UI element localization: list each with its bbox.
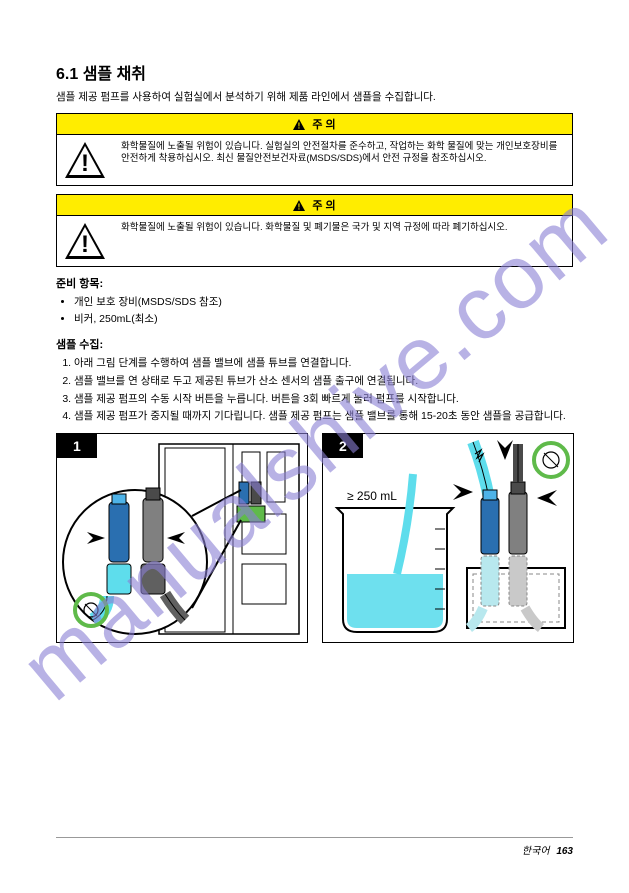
alert-triangle-icon: ! <box>293 119 305 130</box>
warning-label: 주 의 <box>312 200 335 212</box>
prep-heading: 준비 항목: <box>56 275 573 291</box>
warning-text: 화학물질에 노출될 위험이 있습니다. 화학물질 및 폐기물은 국가 및 지역 … <box>113 216 572 266</box>
svg-text:!: ! <box>298 122 301 131</box>
warning-icon-cell: ! <box>57 135 113 185</box>
figure-label: 1 <box>57 434 97 458</box>
warning-label: 주 의 <box>312 119 335 131</box>
page-footer: 한국어 163 <box>56 837 573 857</box>
svg-text:!: ! <box>81 231 89 258</box>
warning-box: ! 주 의 ! 화학물질에 노출될 위험이 있습니다. 실험실의 안전절차를 준… <box>56 113 573 186</box>
warning-icon-cell: ! <box>57 216 113 266</box>
list-item: 샘플 제공 펌프가 중지될 때까지 기다립니다. 샘플 제공 펌프는 샘플 밸브… <box>74 409 573 425</box>
list-item: 샘플 제공 펌프의 수동 시작 버튼을 누릅니다. 버튼을 3회 빠르게 눌러 … <box>74 392 573 408</box>
warning-header: ! 주 의 <box>57 195 572 216</box>
footer-lang: 한국어 <box>522 846 550 857</box>
warning-row: ! 화학물질에 노출될 위험이 있습니다. 실험실의 안전절차를 준수하고, 작… <box>57 135 572 185</box>
section-heading: 6.1 샘플 채취 <box>56 60 573 84</box>
figure-1: 1 <box>56 433 308 643</box>
figure-label: 2 <box>323 434 363 458</box>
list-item: 개인 보호 장비(MSDS/SDS 참조) <box>74 295 573 311</box>
hazard-icon: ! <box>64 222 106 260</box>
intro-paragraph: 샘플 제공 펌프를 사용하여 실험실에서 분석하기 위해 제품 라인에서 샘플을… <box>56 90 573 105</box>
section-title: 샘플 채취 <box>83 66 146 83</box>
warning-row: ! 화학물질에 노출될 위험이 있습니다. 화학물질 및 폐기물은 국가 및 지… <box>57 216 572 266</box>
page-container: 6.1 샘플 채취 샘플 제공 펌프를 사용하여 실험실에서 분석하기 위해 제… <box>0 0 629 683</box>
section-number: 6.1 <box>56 66 78 83</box>
list-item: 비커, 250mL(최소) <box>74 312 573 328</box>
list-item: 샘플 밸브를 연 상태로 두고 제공된 튜브가 산소 센서의 샘플 출구에 연결… <box>74 374 573 390</box>
steps-heading: 샘플 수집: <box>56 336 573 352</box>
warning-text: 화학물질에 노출될 위험이 있습니다. 실험실의 안전절차를 준수하고, 작업하… <box>113 135 572 185</box>
warning-header: ! 주 의 <box>57 114 572 135</box>
alert-triangle-icon: ! <box>293 200 305 211</box>
svg-text:!: ! <box>81 150 89 177</box>
steps-list: 아래 그림 단계를 수행하여 샘플 밸브에 샘플 튜브를 연결합니다. 샘플 밸… <box>56 356 573 425</box>
figure-1-svg <box>57 434 309 644</box>
footer-page: 163 <box>556 846 573 857</box>
hazard-icon: ! <box>64 141 106 179</box>
figures-row: 1 <box>56 433 573 643</box>
beaker-label: ≥ 250 mL <box>347 489 397 503</box>
warning-box: ! 주 의 ! 화학물질에 노출될 위험이 있습니다. 화학물질 및 폐기물은 … <box>56 194 573 267</box>
prep-list: 개인 보호 장비(MSDS/SDS 참조) 비커, 250mL(최소) <box>56 295 573 329</box>
list-item: 아래 그림 단계를 수행하여 샘플 밸브에 샘플 튜브를 연결합니다. <box>74 356 573 372</box>
figure-2: 2 ≥ 250 mL <box>322 433 574 643</box>
svg-text:!: ! <box>298 203 301 212</box>
figure-2-svg: ≥ 250 mL <box>323 434 575 644</box>
